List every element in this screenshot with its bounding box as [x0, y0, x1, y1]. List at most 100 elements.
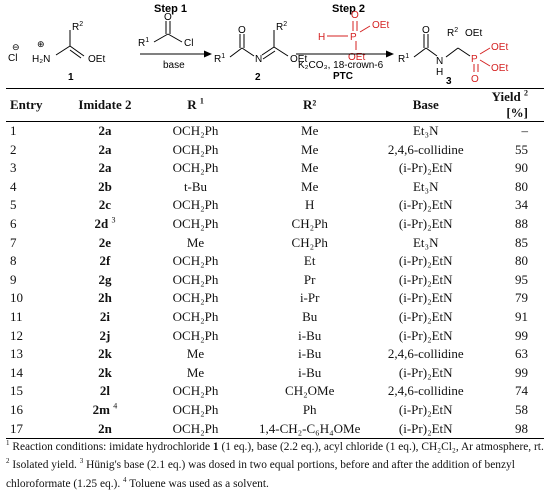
plus-sign: ⊕ — [37, 39, 45, 49]
cell-entry: 2 — [10, 141, 17, 157]
acyl-chloride: R1 O Cl — [138, 12, 193, 49]
compound3-number: 3 — [446, 76, 452, 86]
cell-base: 2,4,6-collidine — [387, 346, 464, 362]
cell-imidate: 2f — [99, 253, 111, 269]
cell-yield: 80 — [515, 178, 528, 194]
cell-r1: OCH₂Ph — [172, 290, 219, 306]
oet-label-3: OEt — [465, 28, 482, 39]
product-oet-1: OEt — [491, 42, 508, 53]
cell-entry: 4 — [10, 178, 17, 194]
phosphite-h: H — [318, 32, 325, 43]
cell-r1: Me — [186, 234, 205, 250]
table-body: 1 2a OCH₂Ph Me Et₃N – 2 2a OCH₂Ph Me 2,4,6-collidi… — [6, 122, 544, 440]
r2-label-2: R2 — [276, 21, 287, 33]
cell-base: (i-Pr)₂EtN — [398, 160, 453, 176]
cell-r2: Et — [303, 253, 316, 269]
h2n-label: H₂N — [32, 54, 50, 65]
cell-entry: 8 — [10, 253, 17, 269]
cell-entry: 6 — [10, 215, 17, 231]
cell-base: (i-Pr)₂EtN — [398, 327, 453, 343]
r1-label-2: R1 — [214, 53, 225, 65]
cell-base: Et₃N — [412, 123, 439, 138]
cell-yield: 55 — [515, 141, 528, 157]
reagent-base: base — [163, 60, 185, 71]
phosphite-o-top: O — [351, 10, 359, 21]
cell-imidate: 2n — [66, 419, 144, 440]
cell-base: (i-Pr)₂EtN — [398, 401, 453, 417]
cell-imidate: 2i — [99, 308, 110, 324]
cell-imidate: 2k — [98, 364, 112, 380]
step1-label: Step 1 — [154, 3, 187, 15]
cell-r1: Me — [186, 346, 205, 362]
cell-entry: 5 — [10, 197, 17, 213]
compound-3: R1 O N H R2 OEt P OEt OEt O 3 — [398, 25, 508, 86]
cell-base: (i-Pr)₂EtN — [372, 419, 480, 440]
cell-r2: Me — [301, 141, 319, 157]
oet-label-2: OEt — [290, 54, 307, 65]
compound-1: Cl ⊖ H₂N ⊕ R2 OEt 1 — [8, 21, 105, 83]
cell-r1: OCH₂Ph — [172, 308, 219, 324]
h-label-3: H — [436, 67, 443, 78]
product-p: P — [471, 54, 478, 65]
table-row: 5 2c OCH₂Ph H (i-Pr)₂EtN 34 — [6, 196, 544, 215]
cell-yield: 79 — [515, 290, 528, 306]
phosphite-oet-1: OEt — [372, 20, 389, 31]
cell-yield: 95 — [515, 271, 528, 287]
cell-entry: 16 — [10, 401, 23, 417]
cell-entry: 12 — [10, 327, 23, 343]
table-row: 7 2e Me CH₂Ph Et₃N 85 — [6, 234, 544, 253]
header-imidate: Imidate 2 — [66, 88, 144, 122]
cell-imidate: 2m 4 — [92, 401, 118, 417]
table-row: 14 2k Me i-Bu (i-Pr)₂EtN 99 — [6, 364, 544, 383]
product-oet-2: OEt — [491, 63, 508, 74]
cell-yield: – — [521, 123, 529, 138]
cell-imidate: 2a — [98, 160, 112, 176]
cell-r2: Bu — [302, 308, 318, 324]
compound-2: R1 O N R2 OEt 2 — [214, 21, 307, 83]
compound1-number: 1 — [68, 72, 74, 83]
table-row: 1 2a OCH₂Ph Me Et₃N – — [6, 122, 544, 141]
cell-r1: OCH₂Ph — [172, 215, 219, 231]
cell-entry: 3 — [10, 160, 17, 176]
phosphite-oet-2: OEt — [348, 52, 365, 63]
table-row: 8 2f OCH₂Ph Et (i-Pr)₂EtN 80 — [6, 252, 544, 271]
cell-yield: 99 — [515, 364, 528, 380]
table-header-row: Entry Imidate 2 R 1 R² Base Yield 2 [%] — [6, 88, 544, 122]
cell-imidate: 2e — [98, 234, 112, 250]
cell-r2: Pr — [303, 271, 316, 287]
cell-r1: OCH₂Ph — [172, 253, 219, 269]
o-label-2: O — [238, 25, 246, 36]
n-label-3: N — [436, 56, 443, 67]
cell-r2: CH₂OMe — [285, 383, 335, 399]
cell-base: (i-Pr)₂EtN — [398, 197, 453, 213]
r2-label-3: R2 — [447, 27, 458, 39]
table-row: 16 2m 4 OCH₂Ph Ph (i-Pr)₂EtN 58 — [6, 401, 544, 420]
cell-r1: OCH₂Ph — [172, 123, 219, 138]
cell-entry: 10 — [10, 290, 23, 306]
cell-r1: OCH₂Ph — [172, 401, 219, 417]
cell-base: Et₃N — [412, 234, 439, 250]
figure-page: Step 1 Step 2 Cl ⊖ H₂N ⊕ R2 OEt 1 R1 — [6, 3, 544, 489]
compound2-number: 2 — [255, 72, 261, 83]
reagent-ptc: PTC — [333, 71, 353, 82]
table-row: 6 2d 3 OCH₂Ph CH₂Ph (i-Pr)₂EtN 88 — [6, 215, 544, 234]
cell-yield: 98 — [479, 419, 544, 440]
cell-entry: 11 — [10, 308, 23, 324]
cell-imidate: 2b — [98, 178, 112, 194]
cell-r2: CH₂Ph — [291, 215, 328, 231]
cell-imidate: 2k — [98, 346, 112, 362]
cell-imidate: 2a — [98, 123, 112, 138]
cell-r1: OCH₂Ph — [172, 160, 219, 176]
cell-r1: t-Bu — [183, 178, 208, 194]
cell-base: (i-Pr)₂EtN — [398, 215, 453, 231]
cell-r2: i-Bu — [298, 327, 322, 343]
cell-r1: Me — [186, 364, 205, 380]
cell-imidate: 2h — [98, 290, 112, 306]
cell-r2: H — [305, 197, 315, 213]
cell-base: (i-Pr)₂EtN — [398, 308, 453, 324]
cell-r2: Ph — [302, 401, 317, 417]
cell-yield: 63 — [515, 346, 528, 362]
header-r2: R² — [247, 88, 373, 122]
cell-base: (i-Pr)₂EtN — [398, 271, 453, 287]
cell-r1: OCH₂Ph — [172, 327, 219, 343]
